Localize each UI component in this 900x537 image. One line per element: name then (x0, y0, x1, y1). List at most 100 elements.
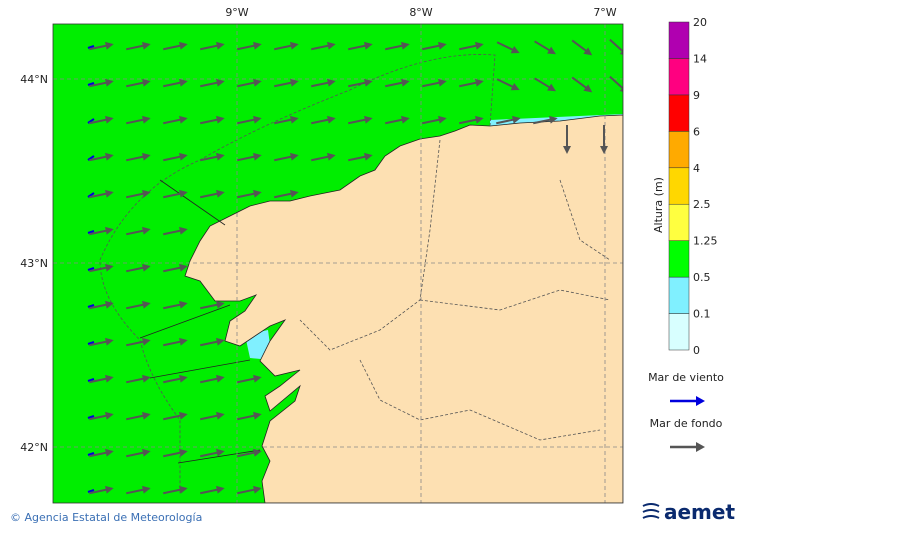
swell-arrow (89, 263, 114, 273)
swell-arrow (200, 374, 225, 384)
swell-arrow (571, 76, 593, 93)
arrow-head (600, 146, 608, 154)
swell-arrow (163, 337, 188, 347)
arrow-head (290, 78, 299, 87)
arrow-head (290, 41, 299, 50)
swell-arrow (89, 485, 114, 495)
arrow-head (253, 115, 262, 124)
arrow-head (327, 78, 336, 87)
swell-arrow (496, 41, 520, 54)
swell-arrow (126, 41, 151, 51)
arrow-head (364, 115, 373, 124)
lon-label: 8°W (409, 6, 432, 19)
arrow-head (619, 85, 623, 94)
swell-arrow (126, 226, 151, 236)
arrow-head (583, 47, 593, 56)
swell-arrow (163, 263, 188, 273)
swell-arrow (348, 152, 373, 162)
swell-arrow (534, 40, 556, 55)
arrow-head (105, 152, 114, 161)
arrow-head (142, 189, 151, 198)
swell-arrow (89, 448, 114, 458)
colorbar-tick-label: 0.5 (693, 271, 711, 284)
arrow-head (105, 226, 114, 235)
colorbar-band (668, 167, 690, 205)
colorbar-tick-label: 9 (693, 89, 700, 102)
swell-arrow (126, 152, 151, 162)
swell-arrow (237, 78, 262, 88)
arrow-head (179, 189, 188, 198)
region-border (299, 139, 611, 441)
arrow-head (253, 189, 262, 198)
logo (642, 503, 660, 519)
swell-arrow (274, 41, 299, 51)
lon-label: 9°W (225, 6, 248, 19)
legend-label: Mar de fondo (650, 417, 723, 430)
swell-arrow (163, 41, 188, 51)
arrow-head (475, 41, 484, 50)
swell-arrow (163, 448, 188, 458)
arrow-head (105, 448, 114, 457)
swell-arrow (89, 78, 114, 88)
arrow-head (179, 78, 188, 87)
legend-arrow-head (696, 396, 705, 406)
arrow-head (401, 78, 410, 87)
arrow-head (438, 78, 447, 87)
colorbar-tick-label: 1.25 (693, 235, 718, 248)
colorbar-band (668, 58, 690, 96)
arrow-head (438, 115, 447, 124)
swell-arrow (385, 115, 410, 125)
arrow-head (142, 152, 151, 161)
arrow-head (364, 152, 373, 161)
arrow-head (179, 115, 188, 124)
arrow-head (216, 485, 225, 494)
swell-arrow (126, 485, 151, 495)
swell-arrow (422, 78, 447, 88)
arrow-head (216, 152, 225, 161)
swell-arrow (200, 300, 225, 310)
arrow-head (510, 82, 520, 91)
arrow-head (253, 448, 262, 457)
swell-arrow (163, 485, 188, 495)
arrow-head (105, 300, 114, 309)
arrow-head (547, 83, 556, 92)
swell-arrow (459, 115, 484, 125)
swell-arrow (126, 374, 151, 384)
swell-arrow (274, 115, 299, 125)
arrow-head (179, 337, 188, 346)
arrow-head (253, 41, 262, 50)
wind-arrow (87, 415, 95, 419)
arrow-head (105, 41, 114, 50)
swell-arrow (163, 411, 188, 421)
wind-arrow (87, 155, 95, 161)
arrow-head (179, 263, 188, 272)
swell-arrow (89, 189, 114, 199)
swell-arrow (200, 411, 225, 421)
wind-arrow (87, 82, 95, 86)
swell-arrow (89, 411, 114, 421)
arrow-head (216, 78, 225, 87)
wind-arrow (87, 45, 95, 49)
arrow-head (290, 189, 299, 198)
colorbar-band (668, 203, 690, 241)
colorbar-tick-label: 0.1 (693, 308, 711, 321)
swell-arrow (496, 78, 520, 91)
swell-arrow (237, 411, 262, 421)
arrow-head (547, 46, 556, 55)
map (53, 24, 623, 503)
arrow-head (179, 300, 188, 309)
swell-arrow (385, 78, 410, 88)
swell-arrow (126, 411, 151, 421)
swell-arrow (609, 38, 623, 57)
arrow-head (142, 263, 151, 272)
colorbar-band (668, 21, 690, 59)
land (184, 114, 623, 503)
arrow-head (327, 41, 336, 50)
arrow-head (105, 78, 114, 87)
swell-arrow (237, 374, 262, 384)
arrow-head (512, 115, 521, 124)
wind-arrow (87, 230, 95, 234)
swell-arrow (311, 78, 336, 88)
arrow-head (438, 41, 447, 50)
